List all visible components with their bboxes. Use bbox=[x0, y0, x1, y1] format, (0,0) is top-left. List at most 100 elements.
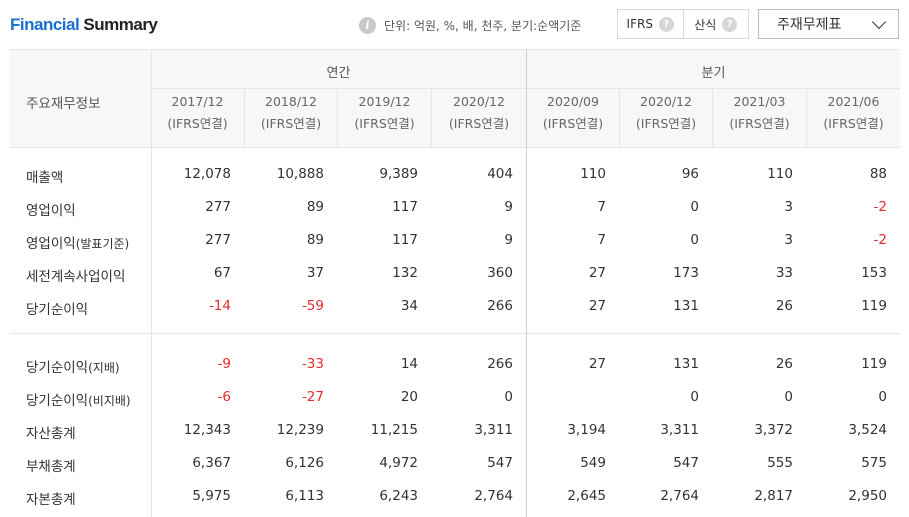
row-label-text: 세전계속사업이익 bbox=[26, 269, 126, 285]
row-label-text: 당기순이익 bbox=[26, 393, 89, 409]
column-period: 2019/12 bbox=[358, 94, 411, 109]
row-label-text: 영업이익 bbox=[26, 203, 76, 219]
column-header: 2017/12 (IFRS연결) bbox=[151, 91, 244, 141]
table-cell: 0 bbox=[690, 199, 699, 215]
table-cell: 0 bbox=[504, 389, 513, 405]
table-cell: 27 bbox=[588, 265, 606, 281]
financial-summary-table: 주요재무정보 연간 분기 2017/12 (IFRS연결) 2018/12 (IFRS… bbox=[10, 49, 900, 517]
column-divider bbox=[712, 88, 713, 147]
help-icon[interactable]: ? bbox=[658, 16, 674, 32]
column-divider bbox=[619, 88, 620, 147]
column-divider bbox=[806, 88, 807, 147]
column-basis: (IFRS연결) bbox=[448, 116, 510, 131]
table-cell: 7 bbox=[597, 232, 606, 248]
row-label[interactable]: 매출액 bbox=[26, 166, 63, 186]
table-top-border bbox=[10, 49, 900, 50]
formula-label: 산식 bbox=[694, 17, 717, 32]
row-label[interactable]: 영업이익 bbox=[26, 199, 76, 219]
statement-select[interactable]: 주재무제표 bbox=[758, 9, 899, 39]
table-cell: 132 bbox=[392, 265, 418, 281]
column-period: 2021/06 bbox=[827, 94, 880, 109]
column-period: 2020/09 bbox=[547, 94, 599, 109]
row-header-label: 주요재무정보 bbox=[26, 96, 101, 112]
column-basis: (IFRS연결) bbox=[260, 116, 322, 131]
table-cell: 547 bbox=[673, 455, 699, 471]
info-icon[interactable]: i bbox=[359, 16, 376, 34]
column-divider bbox=[431, 88, 432, 147]
row-label[interactable]: 부채총계 bbox=[26, 455, 76, 475]
table-cell: 6,243 bbox=[379, 488, 418, 504]
table-cell: 6,367 bbox=[192, 455, 231, 471]
table-header-background bbox=[10, 50, 900, 147]
row-label-sub: (비지배) bbox=[88, 394, 131, 408]
table-cell: 89 bbox=[306, 232, 324, 248]
table-cell: 110 bbox=[767, 166, 793, 182]
ifrs-label: IFRS bbox=[626, 17, 653, 31]
row-label-text: 영업이익 bbox=[26, 236, 76, 252]
unit-text: 단위: 억원, %, 배, 천주, 분기:순액기준 bbox=[384, 18, 582, 33]
table-cell: 277 bbox=[205, 199, 231, 215]
unit-info: i 단위: 억원, %, 배, 천주, 분기:순액기준 bbox=[359, 14, 581, 36]
formula-button[interactable]: 산식 ? bbox=[684, 10, 749, 38]
table-cell: 33 bbox=[775, 265, 793, 281]
table-cell: 266 bbox=[487, 356, 513, 372]
table-cell: 9,389 bbox=[379, 166, 418, 182]
row-label-text: 자본총계 bbox=[26, 492, 76, 508]
column-divider bbox=[337, 88, 338, 147]
column-header: 2021/03 (IFRS연결) bbox=[713, 91, 806, 141]
table-cell: 9 bbox=[504, 199, 513, 215]
column-basis: (IFRS연결) bbox=[167, 116, 228, 131]
column-header: 2018/12 (IFRS연결) bbox=[245, 91, 337, 141]
table-cell: 360 bbox=[487, 265, 513, 281]
table-cell: 7 bbox=[597, 199, 606, 215]
column-header: 2021/06 (IFRS연결) bbox=[807, 91, 900, 141]
column-period: 2018/12 bbox=[265, 94, 317, 109]
table-cell: 34 bbox=[400, 298, 418, 314]
summary-header: Financial Summary i 단위: 억원, %, 배, 천주, 분기… bbox=[0, 0, 909, 48]
table-cell: 2,817 bbox=[754, 488, 793, 504]
table-cell: 20 bbox=[400, 389, 418, 405]
table-cell: 67 bbox=[213, 265, 231, 281]
section-divider bbox=[10, 333, 900, 334]
table-cell: 3 bbox=[784, 232, 793, 248]
table-cell: 26 bbox=[775, 356, 793, 372]
table-cell: 88 bbox=[869, 166, 887, 182]
table-cell: 2,645 bbox=[567, 488, 606, 504]
row-label[interactable]: 당기순이익(지배) bbox=[26, 356, 120, 376]
row-label-text: 자산총계 bbox=[26, 426, 76, 442]
table-cell: 3,372 bbox=[754, 422, 793, 438]
ifrs-button[interactable]: IFRS ? bbox=[618, 10, 684, 38]
row-label[interactable]: 영업이익(발표기준) bbox=[26, 232, 129, 252]
table-cell: -9 bbox=[217, 356, 231, 372]
row-label[interactable]: 자본총계 bbox=[26, 488, 76, 508]
statement-select-value: 주재무제표 bbox=[777, 17, 842, 33]
table-cell: 26 bbox=[775, 298, 793, 314]
table-cell: 547 bbox=[487, 455, 513, 471]
page-title: Financial Summary bbox=[10, 15, 158, 35]
table-cell: 404 bbox=[487, 166, 513, 182]
group-divider bbox=[151, 88, 900, 89]
table-cell: 277 bbox=[205, 232, 231, 248]
row-label-sub: (발표기준) bbox=[75, 237, 130, 251]
table-cell: 96 bbox=[681, 166, 699, 182]
row-label[interactable]: 자산총계 bbox=[26, 422, 76, 442]
table-cell: 3,524 bbox=[848, 422, 887, 438]
table-cell: 0 bbox=[690, 389, 699, 405]
table-cell: 4,972 bbox=[379, 455, 418, 471]
table-cell: 117 bbox=[392, 232, 418, 248]
column-divider bbox=[151, 49, 152, 517]
column-period: 2020/12 bbox=[453, 94, 505, 109]
table-cell: 27 bbox=[588, 298, 606, 314]
table-cell: 3 bbox=[784, 199, 793, 215]
table-cell: 110 bbox=[580, 166, 606, 182]
column-period: 2021/03 bbox=[733, 94, 786, 109]
help-icon[interactable]: ? bbox=[722, 16, 738, 32]
row-label[interactable]: 당기순이익(비지배) bbox=[26, 389, 131, 409]
group-quarter: 분기 bbox=[701, 66, 726, 81]
row-label[interactable]: 세전계속사업이익 bbox=[26, 265, 125, 285]
table-cell: 0 bbox=[878, 389, 887, 405]
table-cell: 3,194 bbox=[567, 422, 606, 438]
row-label[interactable]: 당기순이익 bbox=[26, 298, 88, 318]
table-cell: -2 bbox=[873, 199, 887, 215]
table-cell: 575 bbox=[861, 455, 887, 471]
